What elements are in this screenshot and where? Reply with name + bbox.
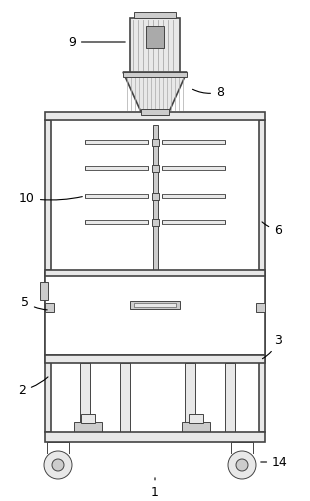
Text: 2: 2: [18, 377, 48, 396]
Bar: [81, 414, 95, 423]
Polygon shape: [123, 72, 187, 112]
Bar: [74, 422, 102, 432]
Bar: [45, 303, 54, 312]
Bar: [130, 18, 180, 72]
Bar: [45, 432, 265, 442]
Bar: [45, 355, 265, 363]
Bar: [162, 220, 225, 224]
Text: 10: 10: [19, 191, 82, 204]
Bar: [123, 72, 187, 77]
Bar: [130, 72, 180, 77]
Bar: [225, 363, 235, 432]
Bar: [40, 282, 48, 300]
Bar: [85, 220, 148, 224]
Bar: [51, 120, 259, 270]
Bar: [152, 165, 159, 172]
Bar: [45, 112, 265, 120]
Text: 8: 8: [193, 86, 224, 99]
Bar: [134, 12, 176, 18]
Bar: [259, 120, 265, 270]
Bar: [152, 193, 159, 200]
Circle shape: [44, 451, 72, 479]
Bar: [45, 272, 265, 355]
Bar: [162, 140, 225, 144]
Bar: [162, 166, 225, 170]
Bar: [85, 194, 148, 198]
Bar: [45, 120, 51, 270]
Bar: [134, 303, 176, 307]
Bar: [162, 194, 225, 198]
Text: 5: 5: [21, 296, 47, 310]
Bar: [141, 109, 169, 115]
Bar: [256, 303, 265, 312]
Bar: [130, 301, 180, 309]
Circle shape: [236, 459, 248, 471]
Text: 3: 3: [263, 334, 282, 359]
Circle shape: [52, 459, 64, 471]
Bar: [45, 270, 265, 276]
Bar: [185, 363, 195, 432]
Bar: [182, 422, 210, 432]
Bar: [85, 166, 148, 170]
Text: 14: 14: [261, 455, 288, 468]
Bar: [189, 414, 203, 423]
Circle shape: [228, 451, 256, 479]
Bar: [153, 125, 158, 275]
Text: 9: 9: [68, 36, 125, 49]
Text: 6: 6: [262, 222, 282, 236]
Text: 1: 1: [151, 478, 159, 498]
Bar: [45, 272, 51, 432]
Bar: [120, 363, 130, 432]
Bar: [259, 272, 265, 432]
Bar: [146, 26, 164, 48]
Bar: [152, 139, 159, 146]
Bar: [80, 363, 90, 432]
Bar: [85, 140, 148, 144]
Bar: [152, 219, 159, 226]
